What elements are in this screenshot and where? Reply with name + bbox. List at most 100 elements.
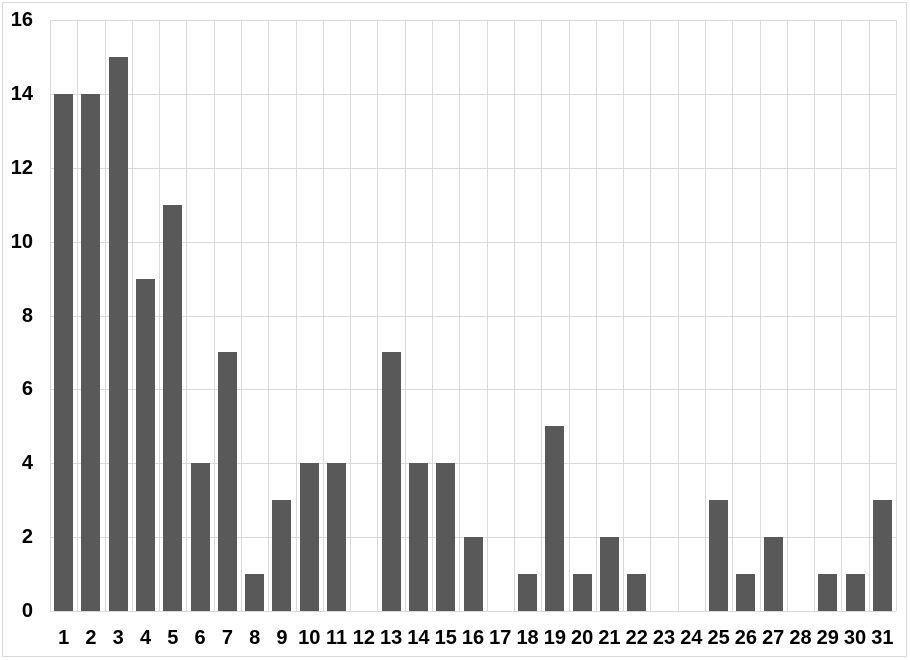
x-tick-label: 31	[871, 627, 894, 649]
vertical-gridline	[131, 20, 133, 611]
vertical-gridline	[432, 20, 434, 611]
x-tick-label: 21	[598, 627, 621, 649]
vertical-gridline	[213, 20, 215, 611]
y-tick-label: 2	[21, 526, 33, 549]
bar	[627, 574, 647, 611]
bar	[81, 93, 101, 611]
vertical-gridline	[459, 20, 461, 611]
x-tick-label: 1	[58, 627, 70, 649]
vertical-gridline	[77, 20, 79, 611]
x-tick-label: 9	[276, 627, 288, 649]
vertical-gridline	[159, 20, 161, 611]
x-tick-label: 25	[707, 627, 730, 649]
bar	[190, 463, 210, 611]
vertical-gridline	[732, 20, 734, 611]
vertical-gridline	[322, 20, 324, 611]
horizontal-gridline	[50, 611, 896, 612]
x-tick-label: 16	[461, 627, 485, 649]
vertical-gridline	[677, 20, 679, 611]
bar	[108, 56, 128, 611]
x-tick-label: 6	[194, 627, 206, 649]
vertical-gridline	[541, 20, 543, 611]
y-tick-label: 8	[21, 304, 33, 327]
vertical-gridline	[650, 20, 652, 611]
bar	[408, 463, 428, 611]
y-tick-label: 6	[21, 378, 33, 401]
x-tick-label: 2	[85, 627, 97, 649]
x-tick-label: 7	[221, 627, 233, 649]
vertical-gridline	[868, 20, 870, 611]
vertical-gridline	[241, 20, 243, 611]
bar	[272, 500, 292, 611]
vertical-gridline	[350, 20, 352, 611]
x-tick-label: 3	[112, 627, 124, 649]
vertical-gridline	[486, 20, 488, 611]
x-tick-label: 18	[516, 627, 539, 649]
bar	[217, 352, 237, 611]
vertical-gridline	[759, 20, 761, 611]
bar	[845, 574, 865, 611]
vertical-gridline	[377, 20, 379, 611]
vertical-gridline	[704, 20, 706, 611]
x-tick-label: 20	[571, 627, 594, 649]
bar	[463, 537, 483, 611]
x-tick-label: 19	[543, 627, 566, 649]
vertical-gridline	[186, 20, 188, 611]
vertical-gridline	[595, 20, 597, 611]
vertical-gridline	[841, 20, 843, 611]
bar	[709, 500, 729, 611]
vertical-gridline	[786, 20, 788, 611]
x-tick-label: 30	[843, 627, 867, 649]
x-tick-label: 14	[407, 627, 430, 649]
vertical-gridline	[513, 20, 515, 611]
vertical-gridline	[568, 20, 570, 611]
vertical-gridline	[623, 20, 625, 611]
bar	[545, 426, 565, 611]
y-tick-label: 0	[21, 600, 33, 622]
bar	[818, 574, 838, 611]
vertical-gridline	[295, 20, 297, 611]
x-tick-label: 28	[789, 627, 812, 649]
vertical-gridline	[268, 20, 270, 611]
horizontal-gridline	[50, 93, 896, 95]
y-tick-label: 12	[10, 156, 33, 179]
bar	[599, 537, 619, 611]
horizontal-gridline	[50, 20, 896, 21]
bar	[381, 352, 401, 611]
x-tick-label: 11	[325, 627, 348, 649]
x-tick-label: 17	[489, 627, 512, 649]
x-tick-label: 23	[652, 627, 676, 649]
x-tick-label: 24	[680, 627, 703, 649]
x-tick-label: 8	[249, 627, 261, 649]
x-tick-label: 5	[167, 627, 179, 649]
bar	[54, 93, 74, 611]
bar	[518, 574, 538, 611]
bar	[572, 574, 592, 611]
x-tick-label: 26	[734, 627, 758, 649]
y-tick-label: 14	[10, 82, 33, 105]
horizontal-gridline	[50, 167, 896, 169]
x-tick-label: 10	[298, 627, 321, 649]
vertical-gridline	[104, 20, 106, 611]
bar	[763, 537, 783, 611]
vertical-gridline	[404, 20, 406, 611]
x-tick-label: 15	[434, 627, 457, 649]
bar	[327, 463, 347, 611]
bar	[299, 463, 319, 611]
bar	[436, 463, 456, 611]
bar	[736, 574, 756, 611]
x-tick-label: 13	[379, 627, 403, 649]
plot-area	[50, 20, 897, 612]
bar	[136, 278, 156, 611]
vertical-gridline	[50, 20, 51, 611]
bar	[163, 204, 183, 611]
x-tick-label: 22	[625, 627, 648, 649]
x-tick-label: 27	[762, 627, 785, 649]
bar	[872, 500, 892, 611]
bar	[245, 574, 265, 611]
x-tick-label: 29	[816, 627, 839, 649]
vertical-gridline	[814, 20, 816, 611]
x-tick-label: 4	[139, 627, 152, 649]
